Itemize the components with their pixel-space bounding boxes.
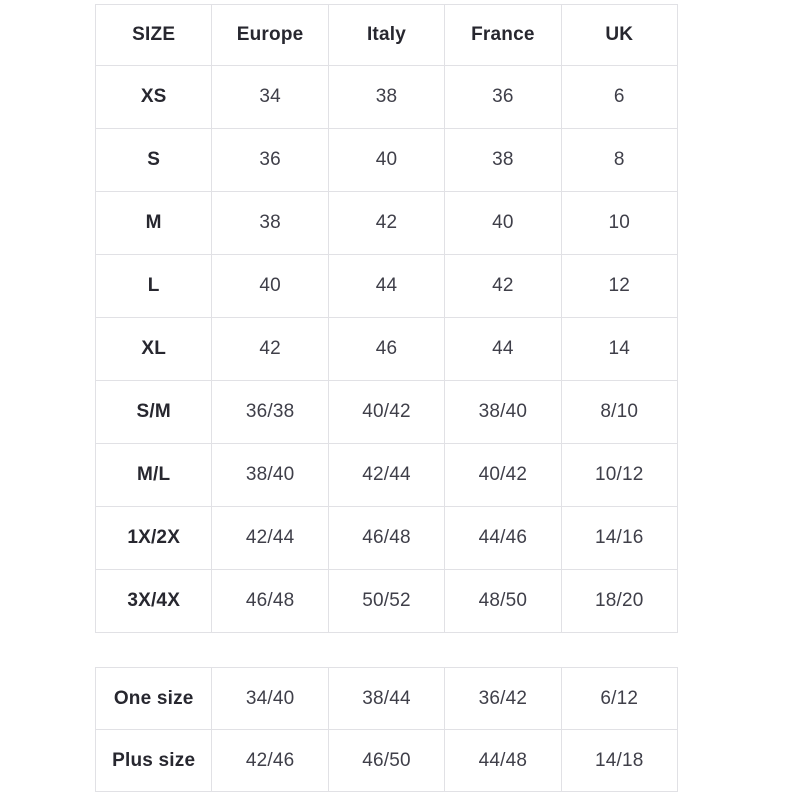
row-label-cell: 3X/4X (94, 569, 213, 633)
size-value-cell: 42 (211, 317, 329, 381)
size-value-cell: 34 (211, 65, 329, 129)
table-row: Plus size 42/46 46/50 44/48 14/18 (94, 729, 679, 792)
row-label-cell: XS (94, 65, 213, 129)
size-value-cell: 40 (327, 128, 446, 192)
size-value-cell: 38 (211, 191, 329, 255)
table-row: M 38 42 40 10 (94, 191, 679, 255)
column-header: SIZE (94, 4, 213, 66)
size-value-cell: 10/12 (560, 443, 679, 507)
size-value-cell: 48/50 (444, 569, 562, 633)
size-value-cell: 38/40 (444, 380, 562, 444)
row-label-cell: One size (94, 667, 213, 730)
row-label-cell: M/L (94, 443, 213, 507)
size-value-cell: 46 (327, 317, 446, 381)
table-row: XS 34 38 36 6 (94, 65, 679, 129)
size-value-cell: 40/42 (444, 443, 562, 507)
size-value-cell: 44 (444, 317, 562, 381)
size-value-cell: 36/42 (444, 667, 562, 730)
size-value-cell: 6/12 (560, 667, 679, 730)
size-value-cell: 6 (560, 65, 679, 129)
size-value-cell: 14/16 (560, 506, 679, 570)
row-label-cell: S (94, 128, 213, 192)
row-label-cell: 1X/2X (94, 506, 213, 570)
column-header: Italy (327, 4, 446, 66)
size-value-cell: 38 (444, 128, 562, 192)
size-value-cell: 14 (560, 317, 679, 381)
size-value-cell: 46/50 (327, 729, 446, 792)
row-label-cell: L (94, 254, 213, 318)
size-value-cell: 18/20 (560, 569, 679, 633)
size-value-cell: 40/42 (327, 380, 446, 444)
size-conversion-table-head: SIZE Europe Italy France UK (94, 4, 679, 66)
size-value-cell: 34/40 (211, 667, 329, 730)
combined-sizes-table: One size 34/40 38/44 36/42 6/12 Plus size 42/4… (94, 667, 679, 792)
header-row: SIZE Europe Italy France UK (94, 4, 679, 66)
size-value-cell: 44/48 (444, 729, 562, 792)
size-value-cell: 38/40 (211, 443, 329, 507)
row-label-cell: M (94, 191, 213, 255)
size-value-cell: 12 (560, 254, 679, 318)
size-value-cell: 14/18 (560, 729, 679, 792)
size-value-cell: 42/44 (327, 443, 446, 507)
table-row: S/M 36/38 40/42 38/40 8/10 (94, 380, 679, 444)
table-row: S 36 40 38 8 (94, 128, 679, 192)
size-value-cell: 44/46 (444, 506, 562, 570)
size-value-cell: 46/48 (327, 506, 446, 570)
size-value-cell: 40 (211, 254, 329, 318)
column-header: Europe (211, 4, 329, 66)
size-value-cell: 36/38 (211, 380, 329, 444)
size-value-cell: 46/48 (211, 569, 329, 633)
size-value-cell: 40 (444, 191, 562, 255)
table-row: L 40 44 42 12 (94, 254, 679, 318)
row-label-cell: S/M (94, 380, 213, 444)
size-value-cell: 42 (444, 254, 562, 318)
size-value-cell: 42/44 (211, 506, 329, 570)
size-value-cell: 44 (327, 254, 446, 318)
combined-sizes-table-body: One size 34/40 38/44 36/42 6/12 Plus size 42/4… (94, 667, 679, 792)
size-value-cell: 36 (211, 128, 329, 192)
size-value-cell: 36 (444, 65, 562, 129)
size-value-cell: 8 (560, 128, 679, 192)
size-value-cell: 8/10 (560, 380, 679, 444)
row-label-cell: Plus size (94, 729, 213, 792)
row-label-cell: XL (94, 317, 213, 381)
column-header: France (444, 4, 562, 66)
size-value-cell: 10 (560, 191, 679, 255)
table-row: M/L 38/40 42/44 40/42 10/12 (94, 443, 679, 507)
size-value-cell: 38 (327, 65, 446, 129)
size-conversion-table: SIZE Europe Italy France UK XS 34 38 36 6 S 36 40 38… (94, 4, 679, 633)
size-value-cell: 50/52 (327, 569, 446, 633)
column-header: UK (560, 4, 679, 66)
size-value-cell: 42 (327, 191, 446, 255)
table-row: 1X/2X 42/44 46/48 44/46 14/16 (94, 506, 679, 570)
size-value-cell: 42/46 (211, 729, 329, 792)
table-row: 3X/4X 46/48 50/52 48/50 18/20 (94, 569, 679, 633)
size-value-cell: 38/44 (327, 667, 446, 730)
table-row: One size 34/40 38/44 36/42 6/12 (94, 667, 679, 730)
size-conversion-table-body: XS 34 38 36 6 S 36 40 38 8 M 38 42 40 10 L 40 44 42 12 XL 42 4… (94, 65, 679, 633)
table-row: XL 42 46 44 14 (94, 317, 679, 381)
size-tables-container: SIZE Europe Italy France UK XS 34 38 36 6 S 36 40 38… (94, 4, 679, 792)
